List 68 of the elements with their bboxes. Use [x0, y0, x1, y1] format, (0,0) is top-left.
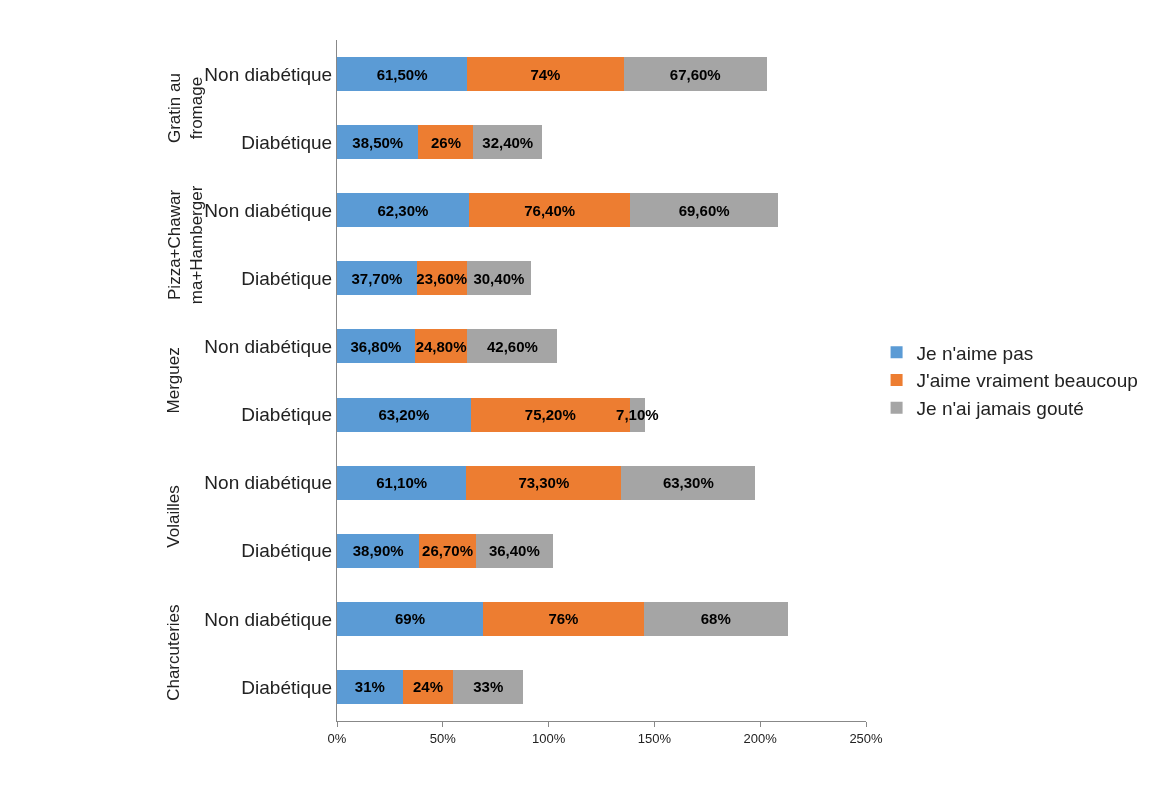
bar	[630, 193, 778, 228]
x-tick-label: 0%	[327, 730, 347, 746]
data-label: 62,30%	[377, 201, 429, 219]
data-label: 36,40%	[488, 542, 540, 560]
y-tick-label: Diabétique	[241, 404, 333, 426]
data-label: 69,60%	[678, 201, 730, 219]
data-label: 69%	[394, 610, 426, 628]
data-label: 61,50%	[376, 65, 428, 83]
x-tick-label: 200%	[743, 730, 778, 746]
data-label: 75,20%	[524, 406, 576, 424]
legend-label: Je n'ai jamais gouté	[916, 398, 1084, 420]
bar	[337, 465, 467, 500]
data-label: 38,90%	[352, 542, 404, 560]
data-label: 63,30%	[662, 474, 714, 492]
data-label: 37,70%	[351, 269, 403, 287]
bar	[623, 57, 767, 92]
x-tick-label: 100%	[531, 730, 566, 746]
data-label: 63,20%	[378, 406, 430, 424]
bar	[466, 465, 622, 500]
x-tick-label: 250%	[849, 730, 884, 746]
data-label: 74%	[530, 65, 561, 83]
data-label: 24,80%	[415, 337, 467, 355]
data-label: 26,70%	[422, 542, 473, 560]
bar	[468, 193, 631, 228]
legend-label: J'aime vraiment beaucoup	[916, 370, 1138, 392]
data-label: 67,60%	[669, 65, 721, 83]
data-label: 38,50%	[352, 133, 404, 151]
data-label: 26%	[430, 133, 461, 151]
bar	[467, 57, 624, 92]
y-tick-label: Diabétique	[241, 268, 333, 289]
data-label: 33%	[473, 678, 504, 696]
data-label: 7,10%	[616, 406, 659, 424]
bar	[453, 669, 524, 704]
data-label: 76%	[548, 610, 579, 628]
y-tick-label: Non diabétique	[204, 336, 333, 358]
bar	[337, 57, 468, 92]
data-label: 76,40%	[524, 201, 576, 219]
text: Volailles	[164, 485, 184, 548]
bar	[483, 601, 644, 636]
data-label: 68%	[700, 610, 731, 628]
y-tick-label: Non diabétique	[204, 199, 333, 221]
bar	[337, 601, 483, 636]
data-label: 31%	[354, 678, 385, 696]
data-label: 36,80%	[350, 337, 402, 355]
data-label: 24%	[412, 678, 444, 696]
legend-label: Je n'aime pas	[916, 342, 1034, 364]
bar	[337, 193, 469, 228]
text: Gratin au fromage	[164, 73, 206, 144]
y-tick-label: Diabétique	[241, 676, 333, 698]
y-tick-label: Diabétique	[241, 131, 333, 153]
bar	[621, 465, 756, 500]
text: Merguez	[164, 347, 184, 414]
text: Pizza+Chawarma+Hamberger	[164, 185, 206, 305]
data-label: 30,40%	[473, 269, 525, 287]
data-label: 42,60%	[486, 337, 538, 355]
text: Charcuteries	[164, 604, 184, 701]
x-tick-label: 150%	[637, 730, 672, 746]
data-label: 32,40%	[482, 133, 534, 151]
data-label: 73,30%	[518, 474, 570, 492]
y-tick-label: Non diabétique	[204, 608, 333, 630]
data-label: 61,10%	[376, 474, 428, 492]
bar	[337, 397, 471, 432]
y-tick-label: Non diabétique	[204, 63, 333, 85]
bar	[643, 601, 788, 636]
y-tick-label: Non diabétique	[204, 472, 333, 494]
bar	[337, 669, 403, 704]
x-tick-label: 50%	[429, 730, 457, 746]
y-tick-label: Diabétique	[241, 540, 333, 562]
